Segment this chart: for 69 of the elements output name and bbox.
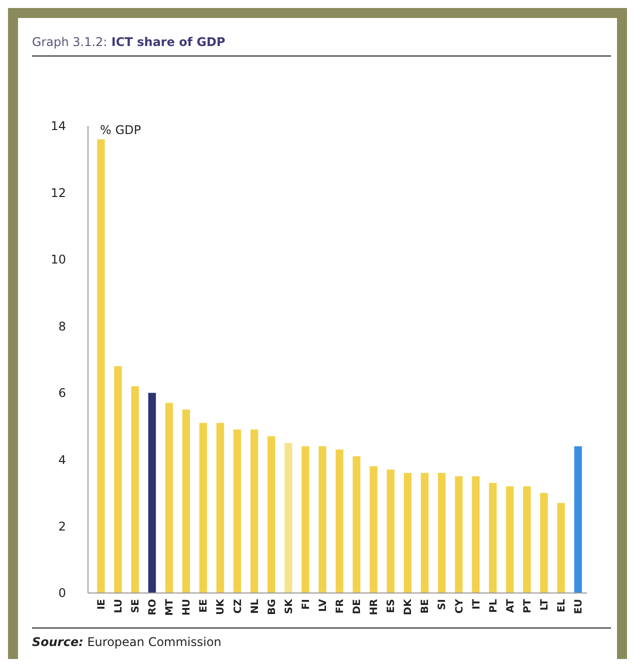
y-tick-label: 8 xyxy=(58,319,66,334)
bar xyxy=(557,502,565,593)
x-tick-label: ES xyxy=(386,599,398,614)
bar xyxy=(148,392,156,593)
bar xyxy=(284,442,292,593)
source-note: Source: European Commission xyxy=(32,635,222,649)
x-tick-label: NL xyxy=(250,598,261,614)
bar xyxy=(165,402,173,593)
x-tick-label: CZ xyxy=(232,599,244,614)
bar xyxy=(420,472,429,593)
x-tick-label: MT xyxy=(164,598,176,616)
x-tick-label: BE xyxy=(420,598,432,614)
bar xyxy=(250,430,258,593)
bar xyxy=(318,446,326,593)
x-tick-label: SI xyxy=(437,599,448,610)
x-tick-label: HR xyxy=(369,598,380,616)
bar xyxy=(454,476,463,593)
x-tick-label: RO xyxy=(148,599,159,616)
x-tick-label: UK xyxy=(216,598,227,615)
y-tick-label: 14 xyxy=(50,119,66,134)
x-tick-label: FI xyxy=(300,599,312,610)
x-tick-label: AT xyxy=(505,598,516,613)
bar xyxy=(216,422,224,593)
bar xyxy=(506,486,514,593)
bar xyxy=(336,450,344,593)
bar xyxy=(114,366,122,593)
x-tick-label: BG xyxy=(266,599,278,615)
bar xyxy=(386,470,394,593)
x-tick-label: FR xyxy=(335,598,346,614)
y-tick-label: 10 xyxy=(50,252,66,267)
y-tick-label: 4 xyxy=(58,452,66,467)
x-tick-label: PL xyxy=(488,598,500,613)
bar xyxy=(268,436,276,593)
x-tick-label: EU xyxy=(574,599,585,614)
x-tick-label: LU xyxy=(113,599,124,614)
y-tick-label: 0 xyxy=(58,586,66,600)
bar xyxy=(233,430,242,593)
bar xyxy=(182,410,190,593)
x-tick-label: EL xyxy=(556,598,568,612)
bar xyxy=(523,486,531,593)
x-tick-label: CY xyxy=(454,598,466,614)
x-tick-label: IE xyxy=(96,598,108,610)
bar xyxy=(199,422,208,593)
x-tick-label: HU xyxy=(182,599,193,616)
bar xyxy=(302,446,310,593)
bar xyxy=(472,476,480,593)
x-tick-label: DE xyxy=(352,598,364,614)
y-axis-title: % GDP xyxy=(100,123,141,137)
bar xyxy=(352,456,360,593)
bar xyxy=(489,482,497,593)
bar xyxy=(540,492,548,593)
x-tick-label: DK xyxy=(403,598,414,616)
bar xyxy=(574,446,582,593)
x-tick-label: SK xyxy=(284,598,295,614)
x-tick-label: LT xyxy=(539,598,550,611)
x-tick-label: IT xyxy=(471,598,482,610)
x-tick-label: LV xyxy=(318,598,329,612)
bar xyxy=(97,139,105,593)
y-tick-label: 6 xyxy=(58,386,66,400)
x-tick-label: SE xyxy=(130,598,142,614)
bar xyxy=(438,472,446,593)
y-tick-label: 12 xyxy=(50,186,66,200)
y-tick-label: 2 xyxy=(58,519,66,534)
bar xyxy=(404,472,412,593)
bar xyxy=(370,466,378,593)
chart-title: Graph 3.1.2: ICT share of GDP xyxy=(32,35,226,49)
bar xyxy=(131,386,139,593)
x-tick-label: PT xyxy=(522,598,534,614)
x-tick-label: EE xyxy=(198,598,210,613)
